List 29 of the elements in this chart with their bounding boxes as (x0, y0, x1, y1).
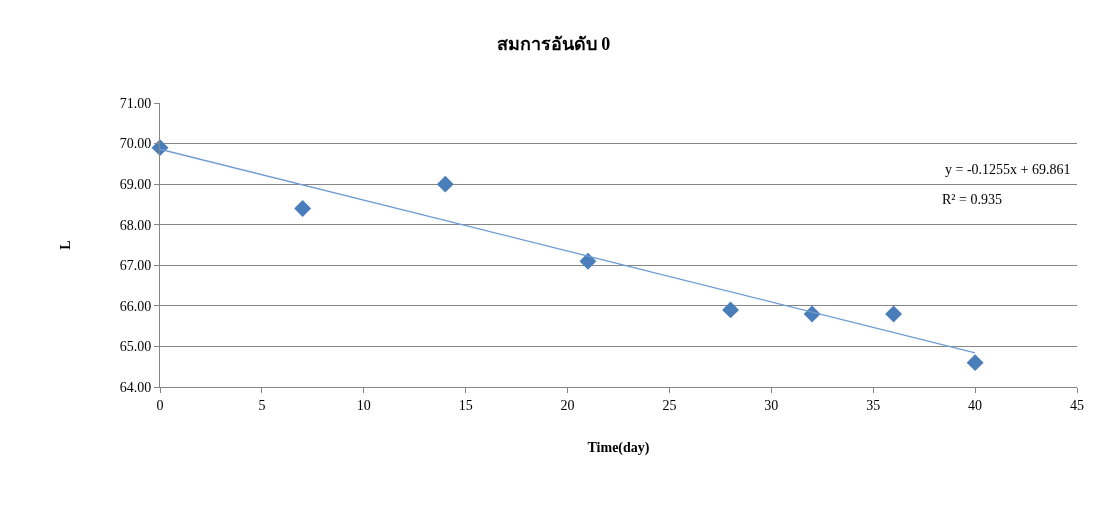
y-tick-label: 67.00 (119, 258, 152, 274)
point (722, 301, 740, 319)
point (966, 354, 984, 372)
x-tick-label: 40 (968, 397, 983, 413)
y-tick-label: 66.00 (119, 298, 152, 314)
y-tick-label: 64.00 (119, 379, 152, 395)
annotation: y = -0.1255x + 69.861 (945, 162, 1071, 177)
x-tick-label: 15 (458, 397, 473, 413)
point (579, 252, 597, 270)
x-tick-label: 10 (356, 397, 371, 413)
x-tick-label: 45 (1070, 397, 1084, 413)
point (885, 305, 903, 323)
y-tick-label: 65.00 (119, 339, 152, 355)
chart-title: สมการอันดับ 0 (496, 33, 611, 54)
x-tick-label: 20 (560, 397, 575, 413)
y-tick-label: 71.00 (119, 95, 152, 111)
y-tick-label: 70.00 (119, 136, 152, 152)
x-tick-label: 5 (258, 397, 266, 413)
x-tick-label: 0 (156, 397, 164, 413)
x-tick-label: 25 (662, 397, 677, 413)
y-axis-title: L (58, 240, 74, 250)
y-tick-label: 69.00 (119, 177, 152, 193)
annotation: R² = 0.935 (942, 192, 1002, 207)
x-tick-label: 35 (866, 397, 881, 413)
point (294, 200, 312, 217)
point (436, 175, 454, 193)
x-axis-title: Time(day) (587, 440, 650, 457)
x-tick-label: 30 (764, 397, 779, 413)
y-tick-label: 68.00 (119, 217, 152, 233)
